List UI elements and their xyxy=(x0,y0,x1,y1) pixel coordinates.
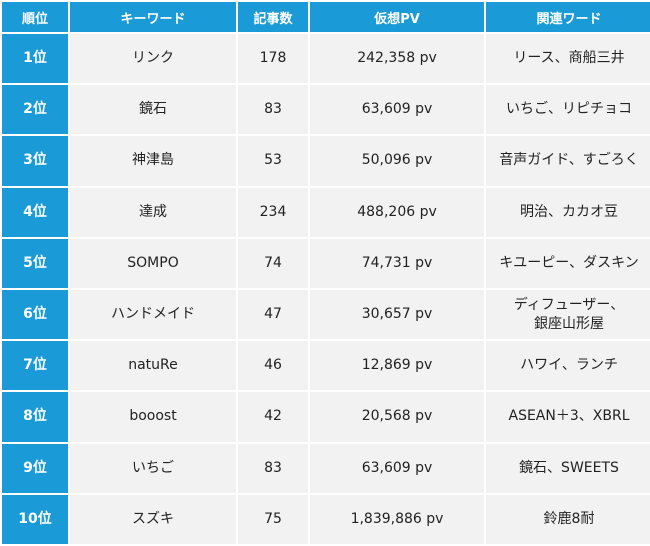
table-row: 3位 神津島 53 50,096 pv 音声ガイド、すごろく xyxy=(2,136,650,186)
header-row: 順位 キーワード 記事数 仮想PV 関連ワード xyxy=(2,2,650,32)
article-count-cell: 74 xyxy=(238,238,308,288)
table-header: 順位 キーワード 記事数 仮想PV 関連ワード xyxy=(2,2,650,32)
related-words-cell: ASEAN＋3、XBRL xyxy=(486,392,650,442)
virtual-pv-cell: 242,358 pv xyxy=(310,34,484,84)
table-row: 7位 natuRe 46 12,869 pv ハワイ、ランチ xyxy=(2,341,650,391)
related-words-cell: ディフューザー、 銀座山形屋 xyxy=(486,289,650,340)
virtual-pv-cell: 20,568 pv xyxy=(310,392,484,442)
virtual-pv-cell: 50,096 pv xyxy=(310,136,484,186)
related-words-cell: 鈴鹿8耐 xyxy=(486,494,650,544)
article-count-cell: 178 xyxy=(238,34,308,84)
article-count-cell: 75 xyxy=(238,494,308,544)
virtual-pv-cell: 63,609 pv xyxy=(310,443,484,493)
header-keyword: キーワード xyxy=(70,2,236,32)
virtual-pv-cell: 12,869 pv xyxy=(310,341,484,391)
table-row: 9位 いちご 83 63,609 pv 鏡石、SWEETS xyxy=(2,443,650,493)
rank-cell: 2位 xyxy=(2,85,68,135)
virtual-pv-cell: 63,609 pv xyxy=(310,85,484,135)
article-count-cell: 53 xyxy=(238,136,308,186)
article-count-cell: 42 xyxy=(238,392,308,442)
virtual-pv-cell: 1,839,886 pv xyxy=(310,494,484,544)
related-words-cell: 鏡石、SWEETS xyxy=(486,443,650,493)
keyword-cell: ハンドメイド xyxy=(70,289,236,340)
rank-cell: 10位 xyxy=(2,494,68,544)
table-row: 5位 SOMPO 74 74,731 pv キユーピー、ダスキン xyxy=(2,238,650,288)
related-words-cell: キユーピー、ダスキン xyxy=(486,238,650,288)
table-row: 10位 スズキ 75 1,839,886 pv 鈴鹿8耐 xyxy=(2,494,650,544)
article-count-cell: 47 xyxy=(238,289,308,340)
rank-cell: 3位 xyxy=(2,136,68,186)
article-count-cell: 83 xyxy=(238,85,308,135)
keyword-cell: 神津島 xyxy=(70,136,236,186)
table-row: 6位 ハンドメイド 47 30,657 pv ディフューザー、 銀座山形屋 xyxy=(2,289,650,340)
rank-cell: 1位 xyxy=(2,34,68,84)
table-body: 1位 リンク 178 242,358 pv リース、商船三井 2位 鏡石 83 63,609 p… xyxy=(2,34,650,544)
rank-cell: 9位 xyxy=(2,443,68,493)
rank-cell: 8位 xyxy=(2,392,68,442)
virtual-pv-cell: 30,657 pv xyxy=(310,289,484,340)
table-row: 4位 達成 234 488,206 pv 明治、カカオ豆 xyxy=(2,187,650,237)
related-words-cell: 音声ガイド、すごろく xyxy=(486,136,650,186)
keyword-cell: スズキ xyxy=(70,494,236,544)
header-article-count: 記事数 xyxy=(238,2,308,32)
keyword-cell: booost xyxy=(70,392,236,442)
keyword-cell: 鏡石 xyxy=(70,85,236,135)
table-row: 8位 booost 42 20,568 pv ASEAN＋3、XBRL xyxy=(2,392,650,442)
keyword-cell: 達成 xyxy=(70,187,236,237)
keyword-cell: natuRe xyxy=(70,341,236,391)
virtual-pv-cell: 74,731 pv xyxy=(310,238,484,288)
header-rank: 順位 xyxy=(2,2,68,32)
related-words-cell: 明治、カカオ豆 xyxy=(486,187,650,237)
related-words-cell: ハワイ、ランチ xyxy=(486,341,650,391)
article-count-cell: 83 xyxy=(238,443,308,493)
article-count-cell: 46 xyxy=(238,341,308,391)
table-row: 1位 リンク 178 242,358 pv リース、商船三井 xyxy=(2,34,650,84)
rank-cell: 7位 xyxy=(2,341,68,391)
article-count-cell: 234 xyxy=(238,187,308,237)
rank-cell: 4位 xyxy=(2,187,68,237)
keyword-cell: リンク xyxy=(70,34,236,84)
table-row: 2位 鏡石 83 63,609 pv いちご、リピチョコ xyxy=(2,85,650,135)
header-virtual-pv: 仮想PV xyxy=(310,2,484,32)
header-related-words: 関連ワード xyxy=(486,2,650,32)
rank-cell: 5位 xyxy=(2,238,68,288)
related-words-cell: リース、商船三井 xyxy=(486,34,650,84)
virtual-pv-cell: 488,206 pv xyxy=(310,187,484,237)
keyword-cell: SOMPO xyxy=(70,238,236,288)
rank-cell: 6位 xyxy=(2,289,68,340)
keyword-cell: いちご xyxy=(70,443,236,493)
related-words-cell: いちご、リピチョコ xyxy=(486,85,650,135)
